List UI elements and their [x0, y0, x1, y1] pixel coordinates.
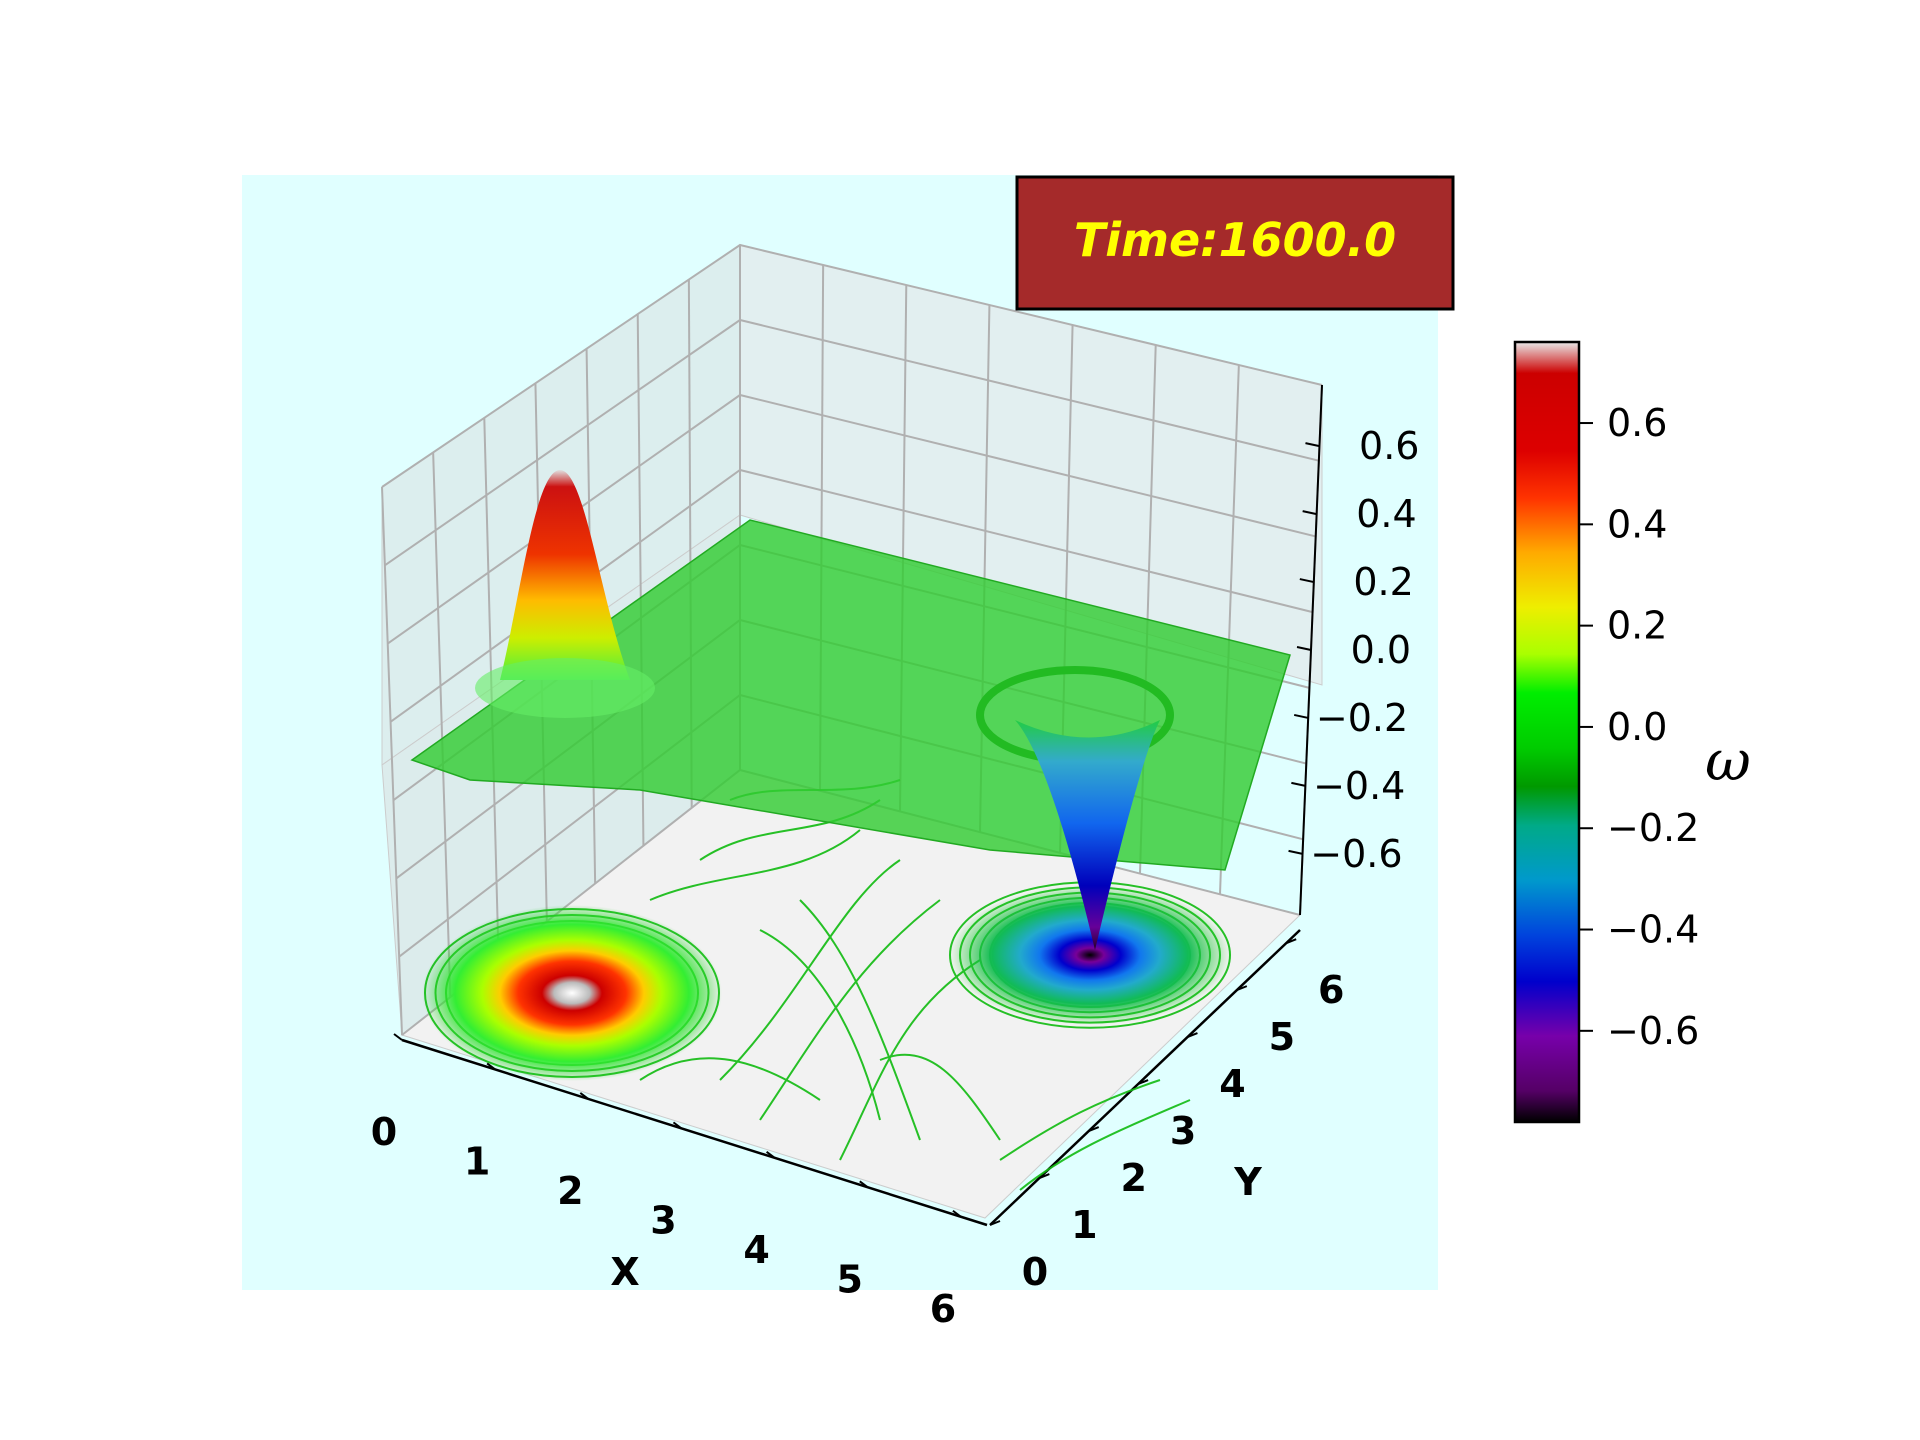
time-label: Time:1600.0 [1074, 213, 1396, 267]
grid-line [381, 486, 403, 1036]
y-tick [989, 1220, 1001, 1226]
x-tick [859, 1180, 869, 1189]
streamline [879, 1053, 1001, 1141]
y-tick-label: 5 [1269, 1015, 1295, 1059]
colorbar-tick-label: 0.2 [1607, 604, 1667, 648]
z-tick [1293, 713, 1309, 719]
streamline [1019, 1099, 1191, 1191]
streamline [799, 899, 921, 1141]
colorbar-tick-label: −0.2 [1607, 806, 1699, 850]
y-tick-label: 1 [1071, 1203, 1097, 1247]
z-tick-label: 0.4 [1356, 492, 1416, 536]
z-tick-label: −0.2 [1316, 696, 1408, 740]
z-tick [1299, 578, 1315, 584]
x-tick [579, 1092, 589, 1100]
y-tick [1038, 1173, 1050, 1179]
streamline [759, 929, 881, 1121]
x-tick [766, 1151, 776, 1159]
y-tick-label: 0 [1022, 1250, 1048, 1294]
y-tick-label: 3 [1170, 1109, 1196, 1153]
x-tick [393, 1033, 403, 1041]
y-axis-label: Y [1233, 1160, 1262, 1204]
y-axis-spine [989, 929, 1301, 1226]
y-tick-label: 6 [1318, 968, 1344, 1012]
z-tick [1302, 510, 1317, 516]
colorbar-tick-label: 0.0 [1607, 705, 1667, 749]
negative-vortex-cone [1015, 720, 1160, 950]
colorbar [1513, 340, 1581, 1124]
y-tick [1137, 1079, 1149, 1086]
x-tick [486, 1062, 496, 1071]
colorbar-tick-label: −0.6 [1607, 1009, 1699, 1053]
z-tick-label: 0.2 [1353, 560, 1413, 604]
x-tick-label: 0 [371, 1110, 397, 1154]
x-tick-label: 4 [743, 1228, 769, 1272]
x-axis-spine [401, 1038, 988, 1227]
x-tick [952, 1209, 962, 1218]
y-tick [1088, 1126, 1100, 1132]
y-tick-label: 2 [1120, 1156, 1146, 1200]
x-tick-label: 2 [557, 1169, 583, 1213]
colorbar-tick-label: 0.4 [1607, 502, 1667, 546]
y-tick [1236, 985, 1248, 992]
z-tick [1288, 849, 1303, 855]
streamline [639, 1057, 821, 1101]
z-tick-label: −0.4 [1313, 764, 1405, 808]
x-tick-label: 6 [930, 1287, 956, 1331]
grid-line [432, 452, 452, 998]
x-tick-label: 5 [837, 1257, 863, 1301]
colorbar-ticks: 0.6 0.4 0.2 0.0 −0.2 −0.4 −0.6 [1579, 401, 1699, 1053]
positive-peak-base [475, 658, 655, 718]
z-tick-label: 0.6 [1359, 424, 1419, 468]
colorbar-tick-label: −0.4 [1607, 908, 1699, 952]
streamline [649, 829, 861, 901]
z-tick [1305, 442, 1320, 448]
y-tick [1187, 1032, 1198, 1039]
x-tick [672, 1121, 683, 1130]
y-tick-label: 4 [1219, 1062, 1245, 1106]
z-tick [1296, 646, 1312, 651]
z-tick [1291, 781, 1306, 787]
streamline [719, 859, 901, 1081]
time-box [1015, 175, 1455, 311]
streamline [759, 899, 941, 1121]
colorbar-tick-label: 0.6 [1607, 401, 1667, 445]
x-tick-label: 1 [464, 1139, 490, 1183]
colorbar-label: ω [1705, 729, 1751, 794]
streamline [839, 959, 981, 1161]
positive-vortex-peak [500, 470, 630, 680]
streamline [999, 1079, 1161, 1161]
x-axis-label: X [610, 1250, 639, 1294]
z-tick-label: 0.0 [1351, 628, 1411, 672]
x-tick-label: 3 [650, 1198, 676, 1242]
y-tick [1285, 938, 1297, 945]
floor-negative-vortex [950, 885, 1230, 1025]
floor-positive-vortex [422, 905, 722, 1081]
z-tick-label: −0.6 [1310, 832, 1402, 876]
